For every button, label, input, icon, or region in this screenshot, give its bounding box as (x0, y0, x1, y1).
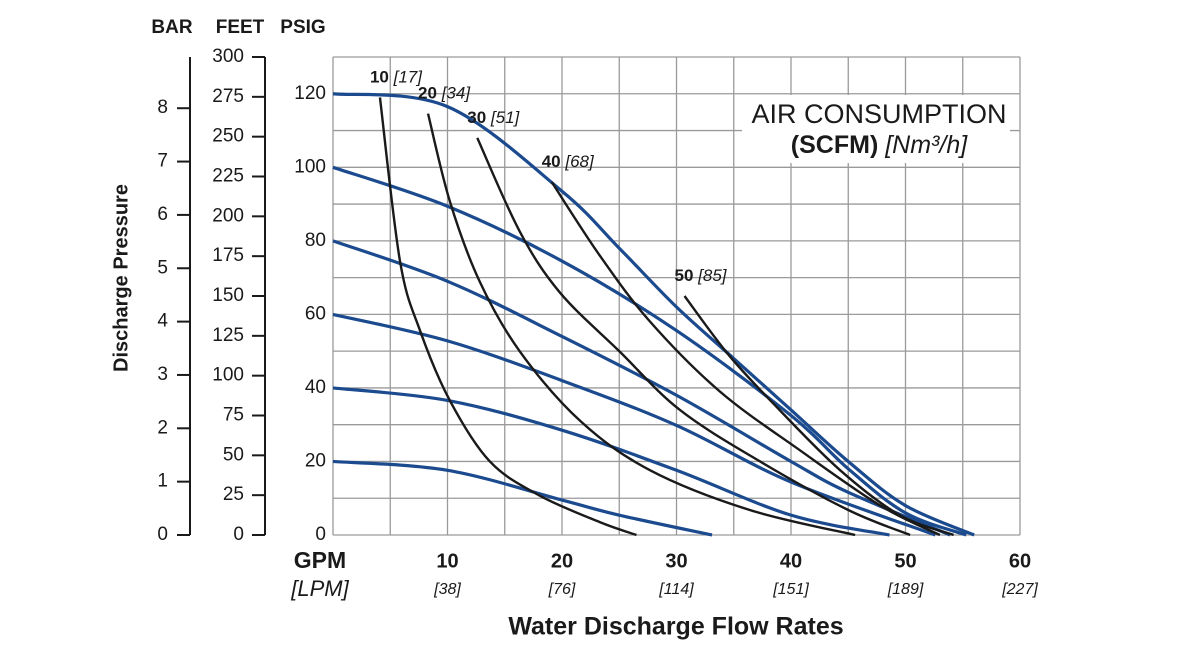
curve-label: 30 [51] (467, 108, 520, 127)
y-tick-label: 40 (305, 377, 326, 398)
x-tick-label: 50 (894, 550, 916, 572)
pressure-curve (332, 312, 936, 537)
curve-label-metric: [51] (490, 108, 521, 127)
curve-label: 50 [85] (675, 266, 728, 285)
curve-label-scfm: 40 (542, 152, 561, 171)
psig-axis-title: PSIG (280, 17, 325, 38)
pressure-curve (332, 239, 951, 537)
y-tick-label: 0 (233, 524, 244, 545)
legend-title: AIR CONSUMPTION (751, 99, 1006, 129)
y-tick-label: 125 (212, 325, 244, 346)
x2-tick-label: [189] (887, 581, 924, 598)
y-tick-label: 25 (223, 484, 244, 505)
x2-tick-label: [114] (658, 581, 694, 598)
y-tick-label: 175 (212, 245, 244, 266)
curve-label: 10 [17] (370, 68, 423, 87)
y-tick-label: 80 (305, 230, 326, 251)
y-tick-label: 100 (212, 365, 244, 386)
air-consumption-curve (476, 137, 911, 537)
y-tick-label: 75 (223, 405, 244, 426)
curve-label-metric: [34] (441, 84, 472, 103)
pressure-curve (332, 386, 890, 537)
x-tick-label: 20 (551, 550, 573, 572)
y-tick-label: 120 (294, 83, 326, 104)
legend-box (742, 95, 1010, 163)
y-tick-label: 1 (157, 471, 168, 492)
y-tick-label: 150 (212, 285, 244, 306)
curve-label: 40 [68] (542, 152, 595, 171)
y-tick-label: 300 (212, 46, 244, 67)
y-tick-label: 60 (305, 303, 326, 324)
y-tick-label: 275 (212, 86, 244, 107)
x2-tick-label: [38] (433, 581, 461, 598)
x-tick-label: 10 (436, 550, 458, 572)
y-tick-label: 225 (212, 166, 244, 187)
y-tick-label: 6 (157, 204, 168, 225)
y-tick-label: 2 (157, 417, 168, 438)
y-tick-label: 0 (157, 524, 168, 545)
feet-axis-title: FEET (216, 17, 265, 38)
y-tick-label: 50 (223, 444, 244, 465)
x-tick-label: 40 (780, 550, 802, 572)
x-unit: GPM (294, 547, 346, 573)
y-tick-label: 250 (212, 126, 244, 147)
x-axis-title: Water Discharge Flow Rates (508, 613, 843, 641)
y-axis-title: Discharge Pressure (110, 184, 132, 372)
y-tick-label: 5 (157, 257, 168, 278)
y-tick-label: 0 (315, 524, 326, 545)
curve-label: 20 [34] (418, 84, 471, 103)
curve-label-scfm: 20 (418, 84, 437, 103)
y-tick-label: 8 (157, 97, 168, 118)
x2-tick-label: [227] (1001, 581, 1038, 598)
air-consumption-curve (378, 97, 637, 537)
x-tick-label: 60 (1009, 550, 1031, 572)
y-tick-label: 20 (305, 450, 326, 471)
curve-label-scfm: 30 (467, 108, 486, 127)
x2-unit: [LPM] (290, 576, 349, 601)
curve-label-metric: [68] (564, 152, 595, 171)
y-tick-label: 4 (157, 311, 168, 332)
curve-label-scfm: 50 (675, 266, 694, 285)
x2-tick-label: [76] (548, 581, 576, 598)
legend-unit: (SCFM) (791, 131, 878, 159)
pressure-curve (332, 165, 967, 537)
x-tick-label: 30 (665, 550, 687, 572)
y-tick-label: 200 (212, 205, 244, 226)
air-consumption-curve (426, 113, 856, 537)
y-tick-label: 3 (157, 364, 168, 385)
air-consumption-curve (550, 181, 941, 537)
bar-axis-title: BAR (151, 17, 192, 38)
pressure-curve (332, 459, 713, 537)
pressure-curve (332, 92, 975, 537)
air-consumption-curve (683, 295, 955, 537)
legend-subtitle: (SCFM) [Nm³/h] (791, 131, 968, 159)
y-tick-label: 7 (157, 151, 168, 172)
legend-metric-unit: [Nm³/h] (884, 131, 968, 159)
curve-label-metric: [85] (697, 266, 728, 285)
curve-label-scfm: 10 (370, 68, 389, 87)
x2-tick-label: [151] (772, 581, 809, 598)
y-tick-label: 100 (294, 156, 326, 177)
curve-label-metric: [17] (393, 68, 424, 87)
